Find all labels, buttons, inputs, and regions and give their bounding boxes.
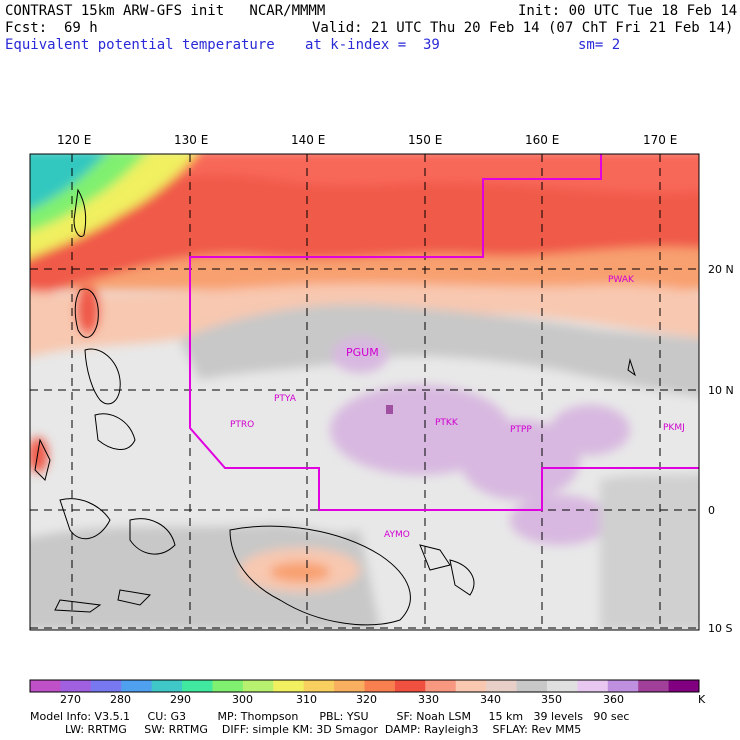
header-init: Init: 00 UTC Tue 18 Feb 14 [518,3,738,19]
colorbar-swatch [303,680,335,692]
colorbar-swatch [121,680,153,692]
colorbar-swatch [334,680,365,692]
lon-label-140: 140 E [291,133,326,147]
station-pgum: PGUM [346,346,379,359]
lat-label-10s: 10 S [708,622,733,635]
colorbar-label-280: 280 [110,693,131,706]
colorbar-swatch [425,680,457,692]
level-label: at k-index = 39 [305,37,440,53]
colorbar [29,679,700,693]
lat-label-eq: 0 [708,504,715,517]
field-name: Equivalent potential temperature [5,37,275,53]
smoothing-label: sm= 2 [578,37,621,53]
lat-label-10n: 10 N [708,384,734,397]
colorbar-label-310: 310 [296,693,317,706]
colorbar-label-360: 360 [603,693,624,706]
colorbar-label-330: 330 [418,693,439,706]
station-ptkk: PTKK [435,418,459,428]
header-valid: Valid: 21 UTC Thu 20 Feb 14 (07 ChT Fri … [312,20,734,36]
colorbar-swatch [546,680,578,692]
colorbar-swatch [273,680,305,692]
colorbar-swatch [455,680,487,692]
station-aymo: AYMO [384,530,410,540]
station-pkmj: PKMJ [663,423,685,433]
station-pwak: PWAK [608,275,635,285]
colorbar-swatch [516,680,548,692]
station-ptya: PTYA [274,394,297,404]
colorbar-swatch [486,680,518,692]
colorbar-swatch [394,680,426,692]
colorbar-swatch [607,680,639,692]
region-boundary [189,154,699,511]
lon-label-170: 170 E [643,133,678,147]
lon-label-160: 160 E [525,133,560,147]
header-title: CONTRAST 15km ARW-GFS init NCAR/MMMM [5,3,326,19]
plot-frame [29,153,700,631]
colorbar-swatch [212,680,244,692]
colorbar-swatch [577,680,609,692]
colorbar-swatch [364,680,396,692]
colorbar-label-300: 300 [232,693,253,706]
colorbar-frame [29,679,700,693]
lon-label-120: 120 E [57,133,92,147]
colorbar-swatch [182,680,213,692]
colorbar-swatch [151,680,183,692]
model-info-line1: Model Info: V3.5.1 CU: G3 MP: Thompson P… [30,710,630,723]
model-info-line2: LW: RRTMG SW: RRTMG DIFF: simple KM: 3D … [30,723,582,736]
lon-label-130: 130 E [174,133,209,147]
colorbar-swatch [90,680,122,692]
coastlines [34,188,636,626]
header-fcst-value: 69 h [64,20,98,36]
lat-label-20n: 20 N [708,263,734,276]
colorbar-label-340: 340 [480,693,501,706]
colorbar-label-270: 270 [60,693,81,706]
colorbar-swatch [638,680,670,692]
station-ptpp: PTPP [510,425,532,435]
colorbar-swatch [30,680,61,692]
colorbar-label-320: 320 [356,693,377,706]
header-fcst-label: Fcst: [5,20,48,36]
colorbar-label-350: 350 [541,693,562,706]
colorbar-swatch [60,680,92,692]
lon-label-150: 150 E [408,133,443,147]
colorbar-label-290: 290 [170,693,191,706]
colorbar-swatch [668,680,700,692]
station-ptro: PTRO [230,420,254,430]
colorbar-swatch [242,680,274,692]
colorbar-unit: K [698,693,706,706]
